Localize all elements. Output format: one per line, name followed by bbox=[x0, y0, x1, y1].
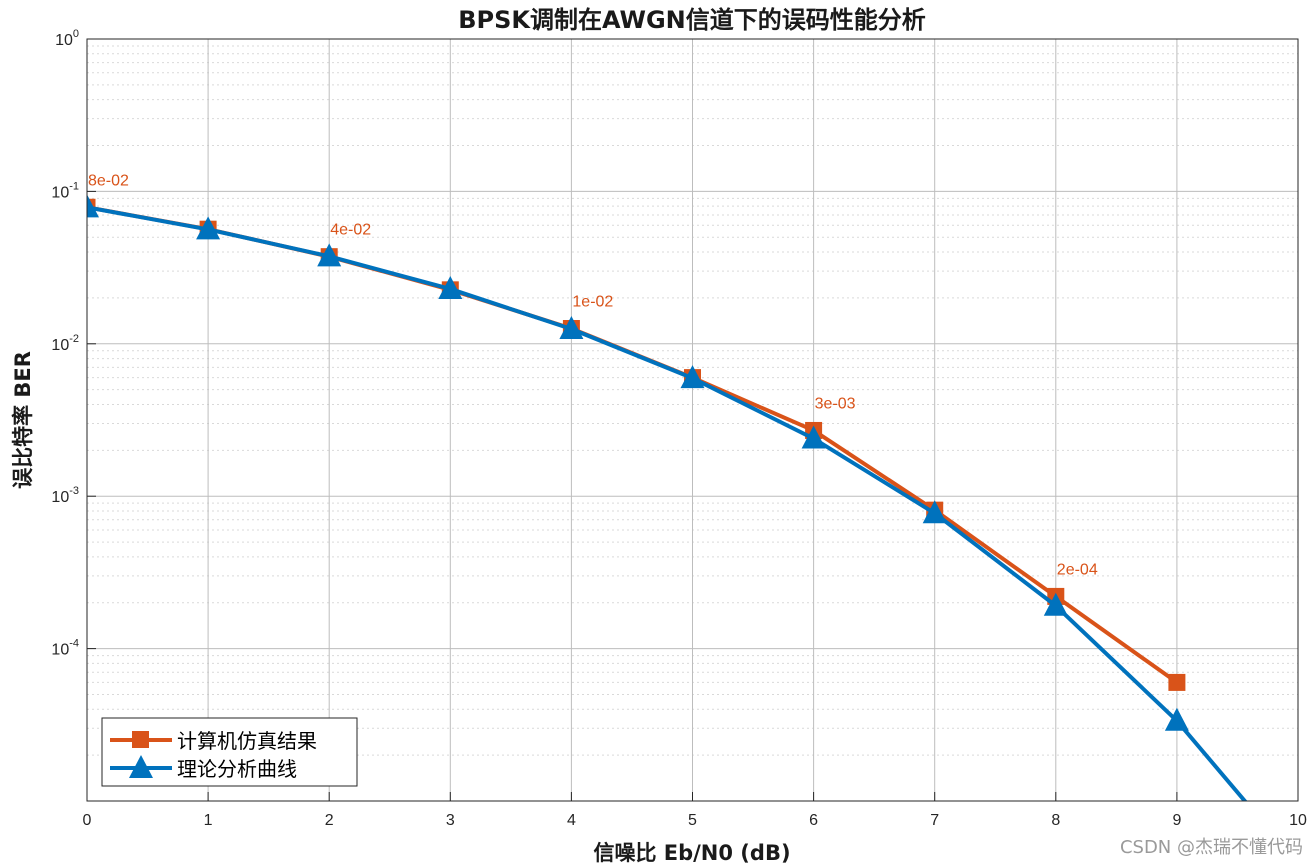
data-point-triangle bbox=[438, 275, 463, 299]
plot-border bbox=[86, 38, 1299, 802]
series-layer bbox=[87, 194, 1248, 801]
x-tick-label: 10 bbox=[1289, 812, 1307, 829]
data-label: 1e-02 bbox=[572, 294, 613, 311]
y-tick-label: 10-4 bbox=[51, 638, 79, 659]
legend: 计算机仿真结果 理论分析曲线 bbox=[101, 717, 358, 787]
x-tick-label: 6 bbox=[809, 812, 818, 829]
x-tick-label: 1 bbox=[204, 812, 213, 829]
x-tick-labels: 0 1 2 3 4 5 6 7 8 9 10 bbox=[83, 812, 1307, 829]
y-tick-label: 10-2 bbox=[51, 333, 79, 354]
data-label: 4e-02 bbox=[330, 222, 371, 239]
triangle-marker-icon bbox=[129, 755, 153, 778]
data-label: 3e-03 bbox=[815, 395, 856, 412]
x-tick-label: 3 bbox=[446, 812, 455, 829]
square-marker-icon bbox=[132, 731, 149, 748]
x-tick-label: 0 bbox=[83, 812, 92, 829]
data-point-triangle bbox=[87, 194, 99, 218]
data-point-triangle bbox=[1164, 707, 1189, 731]
data-labels: 8e-02 4e-02 1e-02 3e-03 2e-04 bbox=[88, 172, 1098, 578]
data-point-triangle bbox=[317, 243, 342, 267]
data-point-triangle bbox=[680, 365, 705, 389]
chart-title: BPSK调制在AWGN信道下的误码性能分析 bbox=[458, 6, 926, 34]
data-label: 8e-02 bbox=[88, 172, 129, 189]
data-point-square bbox=[1168, 673, 1186, 691]
series-1 bbox=[87, 194, 1248, 801]
data-point-triangle bbox=[1043, 592, 1068, 616]
legend-entry-simulation: 计算机仿真结果 bbox=[110, 729, 317, 753]
data-point-triangle bbox=[922, 500, 947, 524]
x-tick-label: 5 bbox=[688, 812, 697, 829]
legend-entry-theory: 理论分析曲线 bbox=[110, 755, 297, 781]
data-point-triangle bbox=[801, 425, 826, 449]
legend-label-simulation: 计算机仿真结果 bbox=[177, 729, 317, 753]
x-tick-label: 9 bbox=[1172, 812, 1181, 829]
data-point-triangle bbox=[559, 316, 584, 340]
legend-box bbox=[101, 717, 358, 787]
x-tick-label: 2 bbox=[325, 812, 334, 829]
x-tick-label: 8 bbox=[1051, 812, 1060, 829]
y-tick-label: 100 bbox=[55, 28, 79, 49]
watermark: CSDN @杰瑞不懂代码 bbox=[1119, 837, 1303, 858]
data-label: 2e-04 bbox=[1057, 561, 1098, 578]
y-axis-label: 误比特率 BER bbox=[11, 351, 35, 489]
x-axis-label: 信噪比 Eb/N0 (dB) bbox=[593, 841, 790, 865]
legend-label-theory: 理论分析曲线 bbox=[177, 757, 297, 781]
x-tick-label: 7 bbox=[930, 812, 939, 829]
x-tick-label: 4 bbox=[567, 812, 576, 829]
y-tick-labels: 100 10-1 10-2 10-3 10-4 bbox=[51, 28, 79, 659]
data-point-triangle bbox=[196, 216, 221, 240]
y-tick-label: 10-3 bbox=[51, 485, 79, 506]
y-tick-label: 10-1 bbox=[51, 180, 79, 201]
